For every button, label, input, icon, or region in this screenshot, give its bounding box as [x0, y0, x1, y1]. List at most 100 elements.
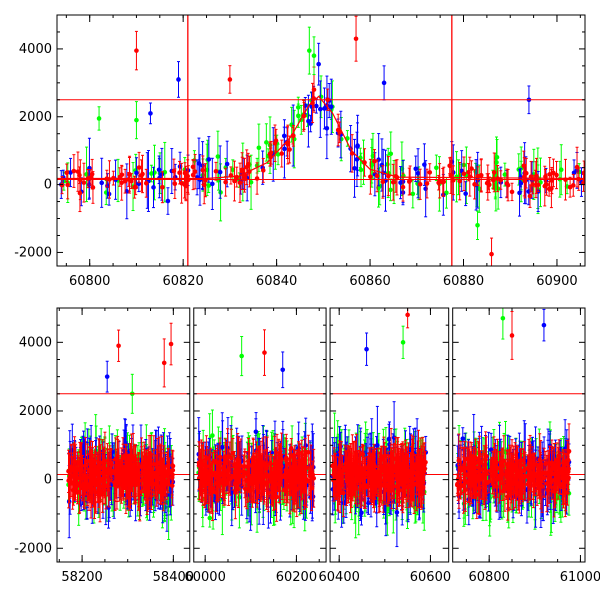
blue-data-point — [314, 103, 319, 109]
green-data-point — [207, 515, 213, 521]
blue-data-point — [355, 144, 360, 149]
red-data-point — [64, 170, 70, 176]
blue-data-point — [381, 80, 387, 86]
red-data-point — [406, 179, 412, 184]
green-data-point — [275, 152, 281, 157]
red-data-point — [134, 465, 139, 470]
red-data-point — [287, 147, 292, 152]
red-data-point — [160, 184, 165, 190]
y-tick-label: -2000 — [14, 245, 52, 260]
red-data-point — [237, 180, 243, 186]
red-data-point — [123, 483, 129, 488]
red-data-point — [88, 475, 94, 481]
blue-data-point — [176, 77, 181, 82]
x-tick-label: 60840 — [256, 274, 297, 289]
green-data-point — [210, 433, 215, 438]
red-data-point — [170, 463, 176, 469]
red-data-point — [165, 481, 171, 486]
blue-data-point — [352, 166, 357, 171]
red-data-point — [122, 178, 128, 184]
green-data-point — [358, 167, 364, 173]
red-data-point — [90, 185, 96, 190]
top-panel: -2000 0 2000 4000 60800 60820 60840 60860 60880 6… — [14, 14, 586, 289]
red-data-point — [137, 489, 143, 495]
red-data-point — [158, 489, 163, 495]
blue-data-point — [306, 118, 311, 124]
red-data-point — [71, 168, 77, 174]
green-data-point — [388, 151, 394, 157]
blue-data-point — [210, 181, 215, 187]
red-data-point — [133, 457, 138, 462]
y-tick-label: 2000 — [19, 110, 52, 125]
red-data-point — [112, 483, 118, 488]
blue-data-point — [571, 170, 577, 176]
red-data-point — [96, 481, 102, 486]
red-data-point — [106, 478, 111, 483]
red-data-point — [192, 169, 198, 174]
red-data-point — [223, 179, 228, 185]
red-data-point — [581, 170, 585, 176]
y-tick-label: 4000 — [19, 42, 52, 57]
red-data-point — [491, 170, 497, 175]
red-data-point — [534, 173, 539, 179]
red-data-point — [279, 151, 285, 156]
red-data-point — [285, 142, 291, 147]
red-data-point — [427, 170, 433, 175]
red-data-point — [478, 173, 484, 178]
blue-data-point — [282, 146, 287, 152]
blue-data-point — [415, 170, 421, 176]
red-data-point — [179, 180, 184, 186]
red-data-point — [400, 184, 406, 190]
red-data-point — [491, 178, 496, 183]
red-data-point — [505, 182, 511, 188]
red-data-point — [117, 477, 123, 482]
red-data-point — [108, 460, 114, 466]
red-data-point — [311, 87, 317, 92]
red-data-point — [116, 460, 122, 466]
red-data-point — [119, 172, 125, 178]
x-tick-label: 60860 — [349, 274, 390, 289]
red-data-point — [353, 36, 359, 42]
blue-data-point — [217, 169, 223, 175]
red-data-point — [148, 452, 154, 457]
green-data-point — [434, 165, 439, 171]
x-tick-label: 60820 — [162, 274, 203, 289]
red-data-point — [81, 481, 87, 487]
red-data-point — [509, 189, 515, 195]
red-data-point — [440, 179, 446, 185]
red-data-point — [140, 171, 145, 177]
blue-data-point — [463, 191, 468, 196]
blue-data-point — [398, 180, 403, 185]
red-data-point — [149, 479, 155, 485]
red-data-point — [522, 178, 528, 184]
red-data-point — [96, 463, 102, 469]
red-data-point — [156, 475, 161, 481]
red-data-point — [190, 164, 196, 170]
red-data-point — [120, 469, 126, 475]
red-data-point — [436, 180, 441, 186]
red-data-point — [136, 165, 142, 170]
red-data-point — [554, 172, 559, 178]
red-data-point — [177, 170, 182, 175]
red-data-point — [77, 190, 83, 196]
red-data-point — [143, 180, 149, 186]
blue-data-point — [165, 198, 171, 204]
red-data-point — [549, 178, 555, 183]
plot-area — [57, 308, 585, 548]
red-data-point — [372, 158, 377, 164]
red-data-point — [134, 48, 139, 53]
blue-data-point — [134, 170, 139, 176]
red-data-point — [66, 468, 71, 474]
green-data-point — [149, 171, 154, 176]
blue-data-point — [159, 172, 165, 177]
red-data-point — [93, 467, 98, 473]
blue-data-point — [328, 104, 334, 110]
red-data-point — [77, 468, 83, 474]
blue-data-point — [413, 166, 419, 172]
red-data-point — [570, 183, 576, 188]
red-data-point — [65, 182, 70, 188]
red-data-point — [390, 179, 396, 185]
red-data-point — [368, 174, 373, 180]
red-data-point — [417, 181, 423, 187]
